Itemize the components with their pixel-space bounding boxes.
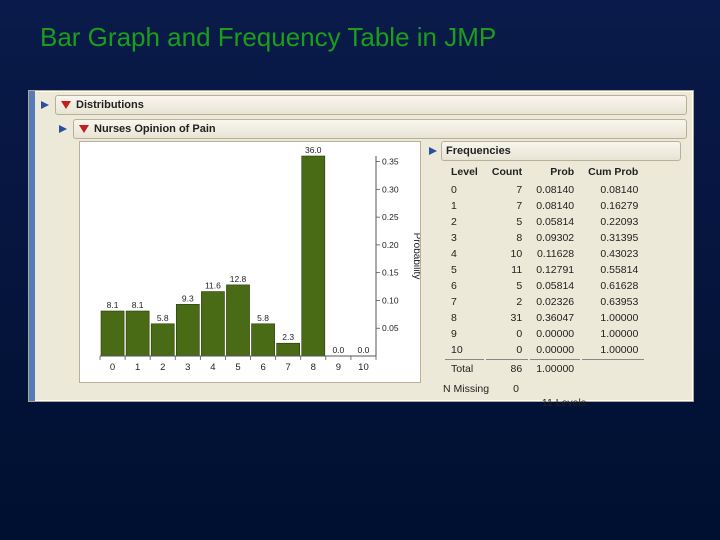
- svg-text:5.8: 5.8: [157, 313, 169, 323]
- red-triangle-icon[interactable]: [78, 123, 90, 135]
- distributions-label: Distributions: [76, 99, 144, 111]
- table-row: 170.081400.16279: [445, 199, 644, 213]
- svg-text:0.0: 0.0: [332, 345, 344, 355]
- n-missing-value: 0: [513, 383, 519, 395]
- disclosure-icon[interactable]: [56, 122, 70, 136]
- bar-chart-panel: 0.050.100.150.200.250.300.358.108.115.82…: [79, 141, 421, 383]
- table-row: 5110.127910.55814: [445, 263, 644, 277]
- svg-text:4: 4: [210, 362, 215, 373]
- svg-text:0.0: 0.0: [358, 345, 370, 355]
- svg-text:36.0: 36.0: [305, 145, 322, 155]
- jmp-window: Distributions Nurses Opinion of Pain 0.0…: [28, 90, 694, 402]
- svg-text:9: 9: [336, 362, 341, 373]
- svg-text:9.3: 9.3: [182, 293, 194, 303]
- section-nurses-opinion[interactable]: Nurses Opinion of Pain: [73, 119, 687, 139]
- window-left-strip: [29, 91, 35, 401]
- n-levels-label: 11 Levels: [542, 397, 586, 409]
- svg-text:2: 2: [160, 362, 165, 373]
- svg-text:0.30: 0.30: [382, 184, 399, 194]
- svg-text:0.10: 0.10: [382, 295, 399, 305]
- red-triangle-icon[interactable]: [60, 99, 72, 111]
- svg-text:0.20: 0.20: [382, 240, 399, 250]
- frequencies-table: LevelCountProbCum Prob070.081400.0814017…: [443, 163, 646, 378]
- table-row: 380.093020.31395: [445, 231, 644, 245]
- svg-text:0: 0: [110, 362, 115, 373]
- svg-text:8.1: 8.1: [107, 300, 119, 310]
- table-row: 250.058140.22093: [445, 215, 644, 229]
- svg-text:12.8: 12.8: [230, 274, 247, 284]
- nurses-opinion-label: Nurses Opinion of Pain: [94, 123, 216, 135]
- content-row: 0.050.100.150.200.250.300.358.108.115.82…: [79, 141, 685, 393]
- svg-text:7: 7: [286, 362, 291, 373]
- svg-text:11.6: 11.6: [205, 281, 221, 291]
- svg-text:3: 3: [185, 362, 190, 373]
- section-distributions[interactable]: Distributions: [55, 95, 687, 115]
- svg-text:2.3: 2.3: [282, 332, 294, 342]
- bar-chart: 0.050.100.150.200.250.300.358.108.115.82…: [80, 142, 420, 382]
- table-total-row: Total861.00000: [445, 359, 644, 376]
- table-row: 8310.360471.00000: [445, 311, 644, 325]
- svg-text:0.25: 0.25: [382, 212, 399, 222]
- disclosure-icon[interactable]: [426, 144, 440, 158]
- frequencies-label: Frequencies: [446, 145, 511, 157]
- disclosure-icon[interactable]: [38, 98, 52, 112]
- table-row: 4100.116280.43023: [445, 247, 644, 261]
- svg-text:6: 6: [260, 362, 265, 373]
- svg-text:8: 8: [311, 362, 316, 373]
- frequencies-panel: Frequencies LevelCountProbCum Prob070.08…: [425, 141, 685, 393]
- slide-title: Bar Graph and Frequency Table in JMP: [0, 0, 720, 53]
- svg-text:8.1: 8.1: [132, 300, 144, 310]
- frequencies-header[interactable]: Frequencies: [441, 141, 681, 161]
- svg-text:0.05: 0.05: [382, 323, 399, 333]
- svg-text:0.15: 0.15: [382, 268, 399, 278]
- svg-text:10: 10: [358, 362, 369, 373]
- table-row: 720.023260.63953: [445, 295, 644, 309]
- svg-text:0.35: 0.35: [382, 157, 399, 167]
- table-row: 900.000001.00000: [445, 327, 644, 341]
- frequencies-footer: N Missing 0 11 Levels: [443, 382, 685, 410]
- svg-text:5.8: 5.8: [257, 313, 269, 323]
- table-row: 650.058140.61628: [445, 279, 644, 293]
- table-row: 070.081400.08140: [445, 183, 644, 197]
- svg-text:5: 5: [235, 362, 240, 373]
- svg-text:1: 1: [135, 362, 140, 373]
- svg-text:Probability: Probability: [411, 233, 420, 280]
- n-missing-label: N Missing: [443, 383, 489, 395]
- table-row: 1000.000001.00000: [445, 343, 644, 357]
